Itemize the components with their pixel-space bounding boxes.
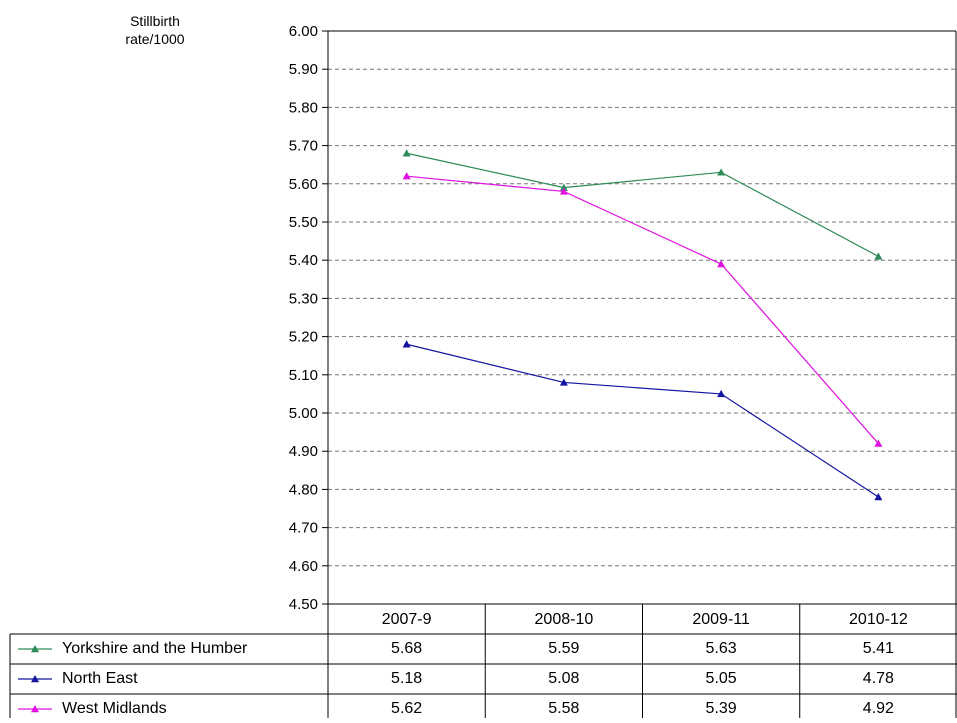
y-tick-label: 5.30 bbox=[289, 290, 318, 307]
data-table-value: 5.68 bbox=[391, 640, 423, 657]
y-tick-label: 6.00 bbox=[289, 23, 318, 40]
data-point bbox=[402, 340, 411, 348]
data-point bbox=[559, 183, 568, 191]
y-tick-label: 5.20 bbox=[289, 329, 318, 346]
legend-series-name: Yorkshire and the Humber bbox=[62, 640, 248, 657]
data-table-value: 5.08 bbox=[548, 670, 580, 687]
legend-marker bbox=[31, 705, 39, 713]
series-line bbox=[406, 343, 879, 498]
data-point bbox=[402, 149, 411, 157]
y-tick-label: 5.70 bbox=[289, 138, 318, 155]
legend-series-name: North East bbox=[62, 670, 138, 687]
y-tick-label: 5.50 bbox=[289, 214, 318, 231]
data-table-value: 5.05 bbox=[705, 670, 737, 687]
x-category-label: 2008-10 bbox=[534, 611, 594, 628]
data-table-value: 5.41 bbox=[862, 640, 894, 657]
y-tick-label: 4.90 bbox=[289, 443, 318, 460]
data-point bbox=[717, 260, 726, 268]
data-point bbox=[874, 252, 883, 260]
x-category-label: 2009-11 bbox=[692, 611, 750, 628]
data-table-value: 4.92 bbox=[862, 700, 894, 717]
data-table-value: 5.63 bbox=[705, 640, 737, 657]
data-table-value: 5.62 bbox=[391, 700, 423, 717]
data-table-value: 4.78 bbox=[862, 670, 894, 687]
y-tick-label: 4.70 bbox=[289, 520, 318, 537]
x-category-label: 2007-9 bbox=[381, 611, 432, 628]
data-point bbox=[559, 378, 568, 386]
series-line bbox=[406, 175, 879, 444]
data-table-value: 5.39 bbox=[705, 700, 737, 717]
y-tick-label: 5.40 bbox=[289, 252, 318, 269]
data-point bbox=[874, 493, 883, 501]
series-lines bbox=[402, 149, 883, 501]
data-point bbox=[559, 187, 568, 195]
data-point bbox=[717, 389, 726, 398]
y-tick-label: 5.00 bbox=[289, 405, 318, 422]
y-tick-labels: 6.00 5.90 5.80 5.70 5.60 5.50 5.40 5.30 5.20 5.10… bbox=[289, 23, 318, 613]
data-table-value: 5.18 bbox=[391, 670, 423, 687]
y-tick-label: 5.60 bbox=[289, 176, 318, 193]
y-axis-label-line2: rate/1000 bbox=[125, 31, 185, 47]
series-line bbox=[406, 152, 879, 257]
x-category-label: 2010-12 bbox=[849, 611, 908, 628]
y-tick-label: 5.10 bbox=[289, 367, 318, 384]
y-tick-label: 4.80 bbox=[289, 481, 318, 498]
y-axis-label-line1: Stillbirth bbox=[130, 13, 180, 29]
data-table-grid bbox=[9, 604, 957, 718]
y-tick-label: 4.60 bbox=[289, 558, 318, 575]
data-point bbox=[402, 172, 411, 180]
y-tick-label: 5.80 bbox=[289, 99, 318, 116]
data-table-value: 5.58 bbox=[548, 700, 580, 717]
gridlines bbox=[328, 68, 957, 567]
legend-series-name: West Midlands bbox=[62, 700, 167, 717]
y-tick-label: 4.50 bbox=[289, 596, 318, 613]
y-tick-label: 5.90 bbox=[289, 61, 318, 78]
data-point bbox=[717, 168, 726, 176]
legend-marker bbox=[31, 675, 39, 683]
legend-marker bbox=[31, 645, 39, 653]
data-table-value: 5.59 bbox=[548, 640, 580, 657]
data-point bbox=[874, 439, 883, 447]
